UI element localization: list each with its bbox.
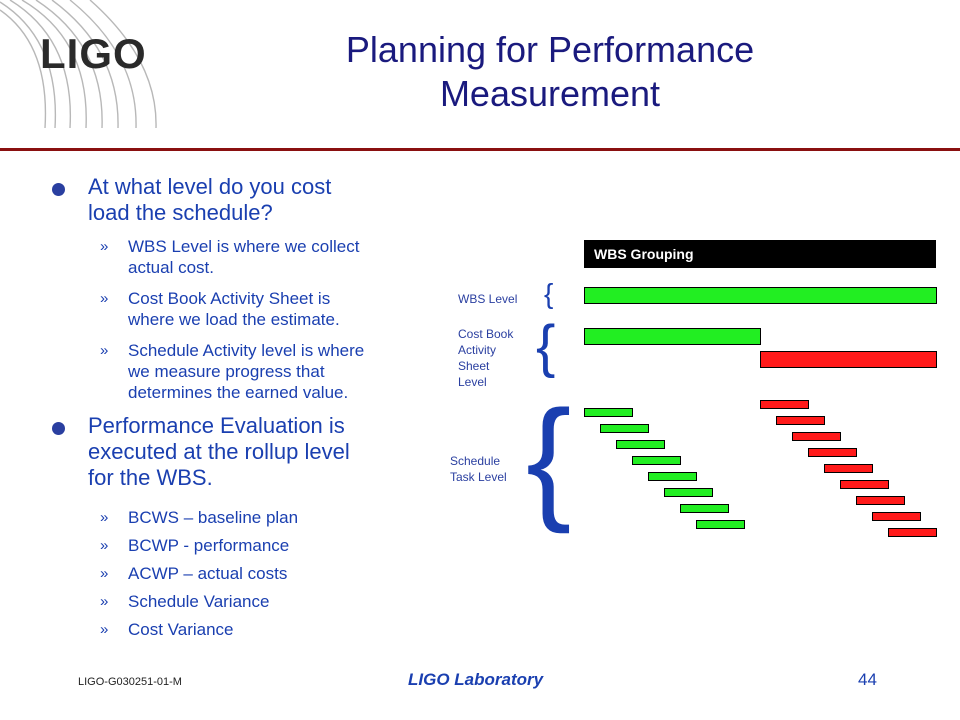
bullet-dot xyxy=(52,422,65,435)
subitem-line: actual cost. xyxy=(128,258,214,277)
task-bar-green xyxy=(600,424,649,433)
subitem-marker: » xyxy=(100,621,109,638)
task-bar-green xyxy=(584,408,633,417)
cost-book-bar-green xyxy=(584,328,761,345)
subitem-line: Cost Book Activity Sheet is xyxy=(128,289,331,308)
bullet-dot xyxy=(52,183,65,196)
cost-book-brace: { xyxy=(536,314,556,379)
subitem-marker: » xyxy=(100,290,109,307)
cost-book-label-line: Sheet xyxy=(458,359,490,373)
document-id: LIGO-G030251-01-M xyxy=(78,676,182,688)
cost-book-label-line: Cost Book xyxy=(458,327,514,341)
task-bar-green xyxy=(616,440,665,449)
task-bar-red xyxy=(856,496,905,505)
task-bar-red xyxy=(792,432,841,441)
logo-arcs-graphic xyxy=(0,0,157,129)
subitem-line: we measure progress that xyxy=(128,362,325,381)
subitem-line: WBS Level is where we collect xyxy=(128,237,360,256)
title-line-2: Measurement xyxy=(439,73,661,114)
schedule-brace: { xyxy=(526,382,572,534)
bullet-2-line-2: executed at the rollup level xyxy=(88,439,350,464)
bullet-1-line-1: At what level do you cost xyxy=(88,174,332,199)
subitem-2-1: BCWS – baseline plan xyxy=(128,508,299,527)
header-divider xyxy=(0,148,960,151)
subitem-line: where we load the estimate. xyxy=(128,310,340,329)
wbs-grouping-header: WBS Grouping xyxy=(584,240,936,268)
subitem-2-2: BCWP - performance xyxy=(128,536,290,555)
subitem-marker: » xyxy=(100,593,109,610)
task-bar-red xyxy=(840,480,889,489)
cost-book-bar-red xyxy=(760,351,937,368)
task-bar-green xyxy=(664,488,713,497)
page-number: 44 xyxy=(858,670,877,689)
schedule-task-label-line: Schedule xyxy=(450,454,501,468)
ligo-logo: LIGO xyxy=(40,30,147,77)
cost-book-label: Cost Book Activity Sheet Level xyxy=(458,326,513,390)
task-bar-red xyxy=(824,464,873,473)
bullet-1-line-2: load the schedule? xyxy=(88,200,273,225)
wbs-brace: { xyxy=(544,278,554,309)
slide-title: Planning for Performance Measurement xyxy=(290,28,810,116)
subitem-1-3: Schedule Activity level is where we meas… xyxy=(128,340,364,403)
bullet-2-line-3: for the WBS. xyxy=(88,465,213,490)
subitem-line: determines the earned value. xyxy=(128,383,349,402)
bullet-2: Performance Evaluation is executed at th… xyxy=(88,413,350,491)
task-bar-red xyxy=(808,448,857,457)
task-bar-green xyxy=(696,520,745,529)
wbs-level-label: WBS Level xyxy=(458,292,518,306)
cost-book-label-line: Activity xyxy=(458,343,497,357)
bullet-2-line-1: Performance Evaluation is xyxy=(88,413,345,438)
task-bar-red xyxy=(760,400,809,409)
task-bar-green xyxy=(632,456,681,465)
task-bar-red xyxy=(872,512,921,521)
title-line-1: Planning for Performance xyxy=(345,29,755,70)
subitem-2-3: ACWP – actual costs xyxy=(128,564,288,583)
subitem-marker: » xyxy=(100,565,109,582)
subitem-marker: » xyxy=(100,537,109,554)
subitem-2-5: Cost Variance xyxy=(128,620,234,639)
schedule-task-label: Schedule Task Level xyxy=(450,453,507,485)
wbs-level-bar xyxy=(584,287,937,304)
task-bar-green xyxy=(648,472,697,481)
subitem-1-1: WBS Level is where we collect actual cos… xyxy=(128,236,359,278)
task-bar-green xyxy=(680,504,729,513)
bullet-1: At what level do you cost load the sched… xyxy=(88,174,331,226)
task-bar-red xyxy=(888,528,937,537)
footer-lab-name: LIGO Laboratory xyxy=(408,670,544,689)
subitem-marker: » xyxy=(100,238,109,255)
cost-book-label-line: Level xyxy=(458,375,487,389)
subitem-2-4: Schedule Variance xyxy=(128,592,270,611)
schedule-task-label-line: Task Level xyxy=(450,470,507,484)
subitem-marker: » xyxy=(100,509,109,526)
task-bar-red xyxy=(776,416,825,425)
subitem-1-2: Cost Book Activity Sheet is where we loa… xyxy=(128,288,340,330)
subitem-marker: » xyxy=(100,342,109,359)
subitem-line: Schedule Activity level is where xyxy=(128,341,365,360)
